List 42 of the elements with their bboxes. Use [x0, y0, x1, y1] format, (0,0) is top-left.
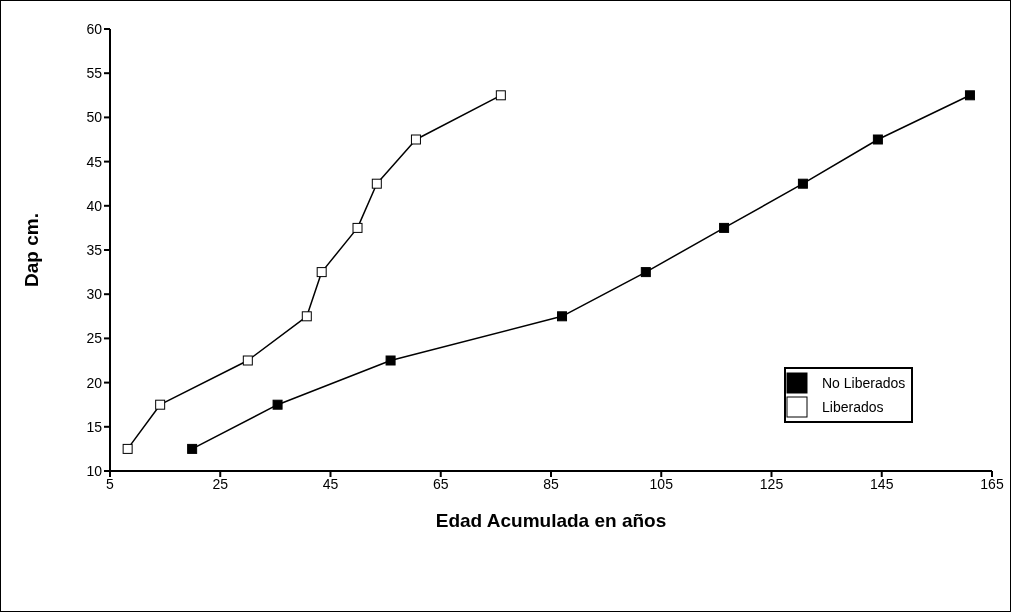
x-tick-label: 25: [212, 475, 229, 492]
y-axis-title: Dap cm.: [20, 213, 42, 287]
point: [122, 443, 133, 454]
point: [272, 399, 283, 410]
point: [410, 134, 421, 145]
x-axis-title: Edad Acumulada en años: [435, 510, 667, 531]
point: [352, 222, 363, 233]
y-tick-label: 50: [86, 109, 103, 126]
point: [242, 355, 253, 366]
y-tick-label: 60: [86, 20, 103, 37]
point: [301, 311, 312, 322]
x-tick-label: 165: [980, 475, 1004, 492]
point: [316, 267, 327, 278]
point: [964, 90, 975, 101]
x-tick-label: 45: [322, 475, 339, 492]
point: [797, 178, 808, 189]
x-tick-label: 85: [543, 475, 559, 492]
legend-label: No Liberados: [822, 375, 906, 391]
x-tick-label: 125: [759, 475, 784, 492]
y-tick-label: 10: [86, 462, 103, 479]
point: [385, 355, 396, 366]
y-tick-label: 20: [86, 374, 103, 391]
x-tick-label: 145: [870, 475, 894, 492]
y-tick-label: 25: [86, 330, 103, 347]
point: [872, 134, 883, 145]
point: [640, 267, 651, 278]
point: [557, 311, 568, 322]
x-tick-label: 105: [649, 475, 674, 492]
point: [187, 443, 198, 454]
x-tick-label: 65: [432, 475, 449, 492]
point: [371, 178, 382, 189]
point: [155, 399, 166, 410]
y-tick-label: 35: [86, 241, 103, 258]
legend-label: Liberados: [822, 399, 884, 415]
y-tick-label: 55: [86, 65, 103, 82]
y-tick-label: 30: [86, 286, 103, 303]
y-tick-label: 40: [86, 197, 103, 214]
point: [495, 90, 506, 101]
x-tick-label: 5: [106, 475, 115, 492]
point: [719, 222, 730, 233]
y-tick-label: 45: [86, 153, 103, 170]
y-tick-label: 15: [86, 418, 103, 435]
